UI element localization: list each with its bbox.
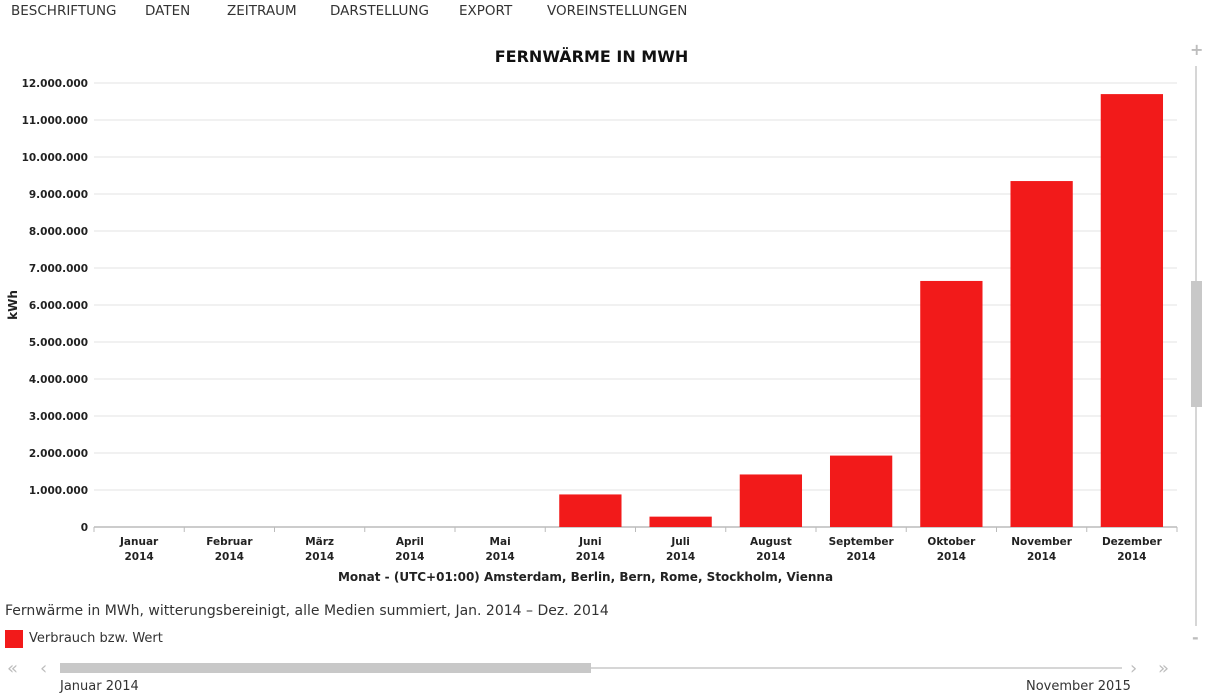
legend-swatch [5,630,23,648]
top-menu: BESCHRIFTUNG DATEN ZEITRAUM DARSTELLUNG … [0,0,1211,24]
y-tick-label: 3.000.000 [29,411,88,423]
x-tick-label-year: 2014 [486,551,515,563]
y-tick-label: 9.000.000 [29,189,88,201]
y-tick-label: 0 [81,522,88,534]
x-tick-label-year: 2014 [666,551,695,563]
y-tick-label: 11.000.000 [22,115,88,127]
menu-daten[interactable]: DATEN [145,3,191,19]
x-tick-label-year: 2014 [305,551,334,563]
navigator-end-label: November 2015 [1026,679,1131,694]
y-axis-title: kWh [6,290,20,320]
y-tick-label: 10.000.000 [22,152,88,164]
x-tick-label-year: 2014 [125,551,154,563]
menu-darstellung[interactable]: DARSTELLUNG [330,3,429,19]
double-chevron-left-icon[interactable]: « [7,658,19,679]
menu-zeitraum[interactable]: ZEITRAUM [227,3,297,19]
x-tick-label-year: 2014 [1117,551,1146,563]
bar [559,494,622,527]
chevron-left-icon[interactable]: ‹ [40,658,48,679]
x-tick-label-year: 2014 [937,551,966,563]
x-tick-label-year: 2014 [1027,551,1056,563]
bar [920,280,983,527]
y-tick-label: 4.000.000 [29,374,88,386]
navigator-start-label: Januar 2014 [60,679,139,694]
menu-export[interactable]: EXPORT [459,3,513,19]
chevron-right-icon[interactable]: › [1130,658,1138,679]
minus-icon[interactable]: - [1192,628,1199,647]
x-tick-label-year: 2014 [847,551,876,563]
x-tick-label: Februar [206,536,253,548]
x-tick-label: Oktober [927,536,976,548]
double-chevron-right-icon[interactable]: » [1158,658,1170,679]
chart-subtitle: Fernwärme in MWh, witterungsbereinigt, a… [5,603,609,619]
bar [1010,181,1073,528]
menu-beschriftung[interactable]: BESCHRIFTUNG [11,3,117,19]
x-tick-label: April [396,536,424,548]
y-tick-label: 8.000.000 [29,226,88,238]
bar-chart: 0 1.000.000 2.000.000 3.000.000 4.000.000 5.0… [6,78,1178,584]
x-tick-label: Januar [119,536,159,548]
bar [1100,94,1164,527]
x-tick-label-year: 2014 [215,551,244,563]
x-tick-label: September [829,536,895,548]
x-tick-label: Mai [490,536,511,548]
y-tick-label: 6.000.000 [29,300,88,312]
bar [649,516,712,527]
y-tick-label: 7.000.000 [29,263,88,275]
navigator-thumb[interactable] [60,663,591,673]
x-tick-label-year: 2014 [756,551,785,563]
bar [829,455,893,527]
vertical-scrollbar-thumb[interactable] [1191,281,1202,407]
y-tick-label: 1.000.000 [29,485,88,497]
y-tick-label: 12.000.000 [22,78,88,90]
x-tick-label: August [750,536,792,548]
x-tick-label: Dezember [1102,536,1163,548]
x-tick-label: Juli [670,536,690,548]
y-tick-label: 5.000.000 [29,337,88,349]
x-tick-label: März [305,536,334,548]
menu-voreinstellungen[interactable]: VOREINSTELLUNGEN [547,3,688,19]
x-tick-label-year: 2014 [395,551,424,563]
x-tick-label: November [1011,536,1073,548]
navigator-track[interactable] [60,667,1122,669]
y-tick-label: 2.000.000 [29,448,88,460]
chart-title: FERNWÄRME IN MWH [494,47,689,66]
legend-label: Verbrauch bzw. Wert [29,631,163,646]
x-tick-label: Juni [578,536,601,548]
x-axis-title: Monat - (UTC+01:00) Amsterdam, Berlin, B… [338,570,833,584]
bar [739,474,803,527]
plus-icon[interactable]: + [1190,40,1204,59]
x-tick-label-year: 2014 [576,551,605,563]
